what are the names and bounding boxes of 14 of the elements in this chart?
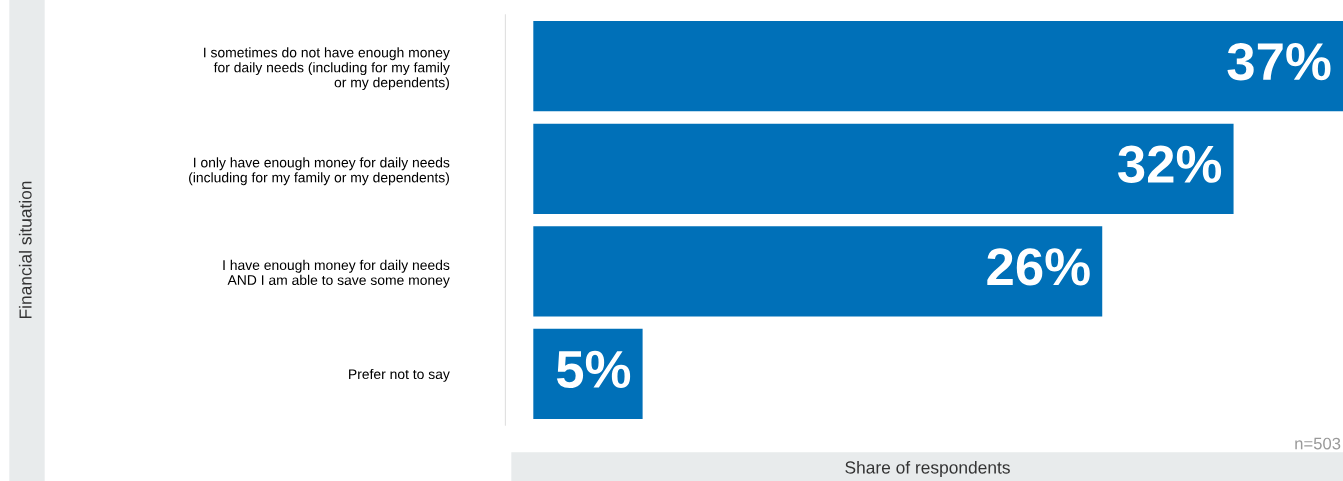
y-tick-label: Prefer not to say	[349, 368, 450, 382]
data-label: 26%	[987, 248, 1090, 286]
data-label: 37%	[1227, 42, 1331, 81]
text: Financial situation	[18, 181, 32, 319]
y-tick-label: I sometimes do not have enough money for daily needs (including for my family or my dependents)	[204, 47, 450, 91]
y-tick-label: I only have enough money for daily needs (including for my family or my dependents)	[189, 157, 450, 186]
text: n=503	[1295, 437, 1341, 450]
data-label: 32%	[1118, 145, 1222, 184]
bar	[533, 226, 1103, 317]
y-tick-label: I have enough money for daily needs AND I am able to save some money	[223, 259, 450, 288]
x-axis-title: Share of respondents	[845, 460, 1010, 478]
data-label: 5%	[556, 350, 631, 389]
bar	[533, 21, 1343, 112]
bar	[533, 123, 1234, 214]
